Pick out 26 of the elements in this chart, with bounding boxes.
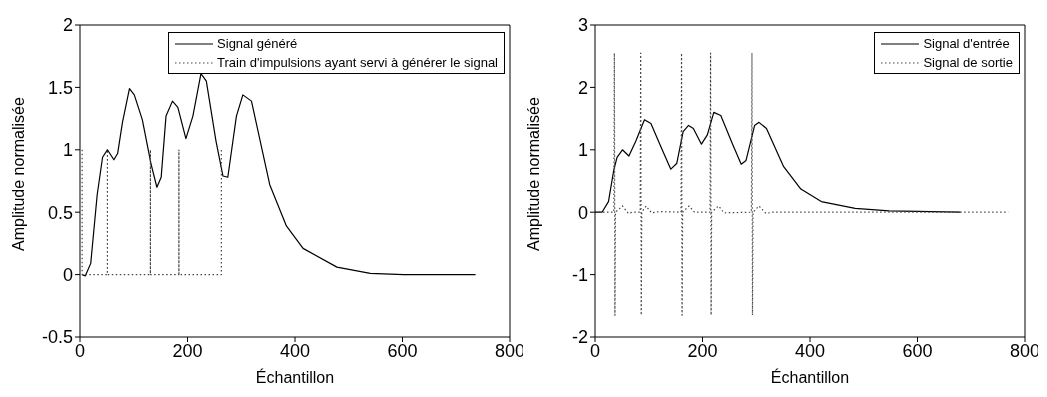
legend-label: Train d'impulsions ayant servi à générer le signal (217, 54, 498, 72)
y-tick-label: -0.5 (41, 327, 73, 348)
y-tick-label: -2 (571, 327, 588, 348)
x-tick-label: 400 (794, 340, 826, 361)
y-tick-label: 3 (577, 15, 588, 36)
y-tick-label: -1 (571, 264, 588, 285)
y-tick-label: 0 (62, 264, 73, 285)
x-tick-label: 400 (279, 340, 311, 361)
y-tick-label: 0 (577, 202, 588, 223)
y-axis-title: Amplitude normalisée (524, 97, 542, 251)
x-tick-label: 200 (687, 340, 718, 361)
y-tick-label: 2 (577, 77, 588, 98)
x-axis-title: Échantillon (770, 368, 850, 386)
legend-label: Signal généré (217, 35, 298, 53)
y-tick-label: 1 (62, 140, 73, 161)
y-tick-label: 0.5 (47, 202, 73, 223)
y-tick-label: 1.5 (47, 77, 73, 98)
legend-label: Signal de sortie (923, 54, 1013, 72)
x-tick-label: 200 (172, 340, 203, 361)
y-tick-label: 2 (62, 15, 73, 36)
x-axis-title: Échantillon (255, 368, 335, 386)
y-axis-title: Amplitude normalisée (9, 97, 27, 251)
legend-label: Signal d'entrée (923, 35, 1010, 53)
y-tick-label: 1 (577, 140, 588, 161)
x-tick-label: 600 (902, 340, 933, 361)
x-tick-label: 600 (387, 340, 418, 361)
